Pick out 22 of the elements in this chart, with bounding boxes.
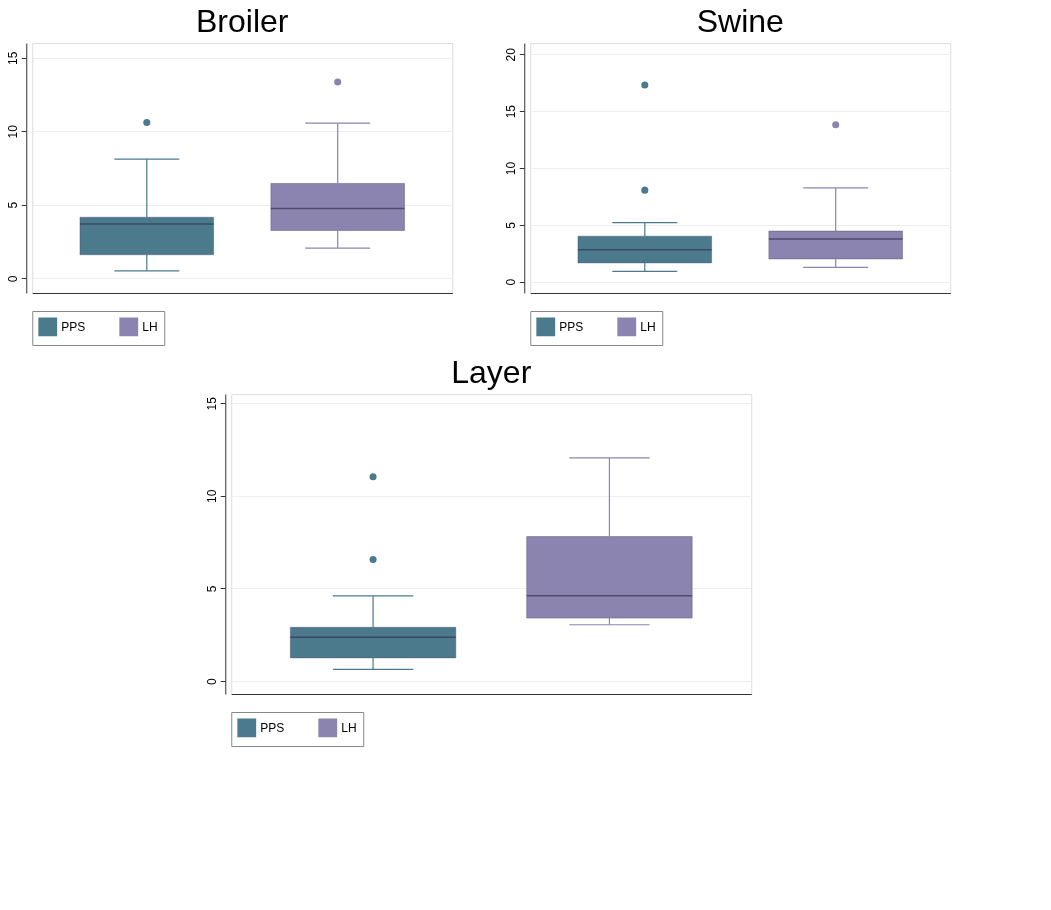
y-tick-label: 5 <box>204 585 219 593</box>
legend-label: PPS <box>559 319 584 334</box>
legend-label: LH <box>142 319 158 334</box>
y-tick-label: 10 <box>204 489 219 504</box>
y-tick-label: 0 <box>5 275 20 283</box>
y-tick-label: 15 <box>5 51 20 65</box>
y-tick-label: 15 <box>503 104 518 119</box>
legend-label: LH <box>640 319 656 334</box>
y-tick-label: 5 <box>503 221 518 229</box>
chart-title: Swine <box>696 3 784 39</box>
legend-label: PPS <box>61 319 86 334</box>
y-tick-label: 10 <box>5 124 20 139</box>
y-tick-label: 0 <box>503 278 518 286</box>
chart-title: Broiler <box>196 3 289 39</box>
y-tick-label: 0 <box>204 677 219 685</box>
y-tick-label: 15 <box>204 396 219 411</box>
legend-label: LH <box>341 720 357 735</box>
y-tick-label: 20 <box>503 47 518 62</box>
y-tick-label: 10 <box>503 161 518 176</box>
legend-label: PPS <box>260 720 285 735</box>
chart-title: Layer <box>451 354 532 390</box>
y-tick-label: 5 <box>5 201 20 209</box>
